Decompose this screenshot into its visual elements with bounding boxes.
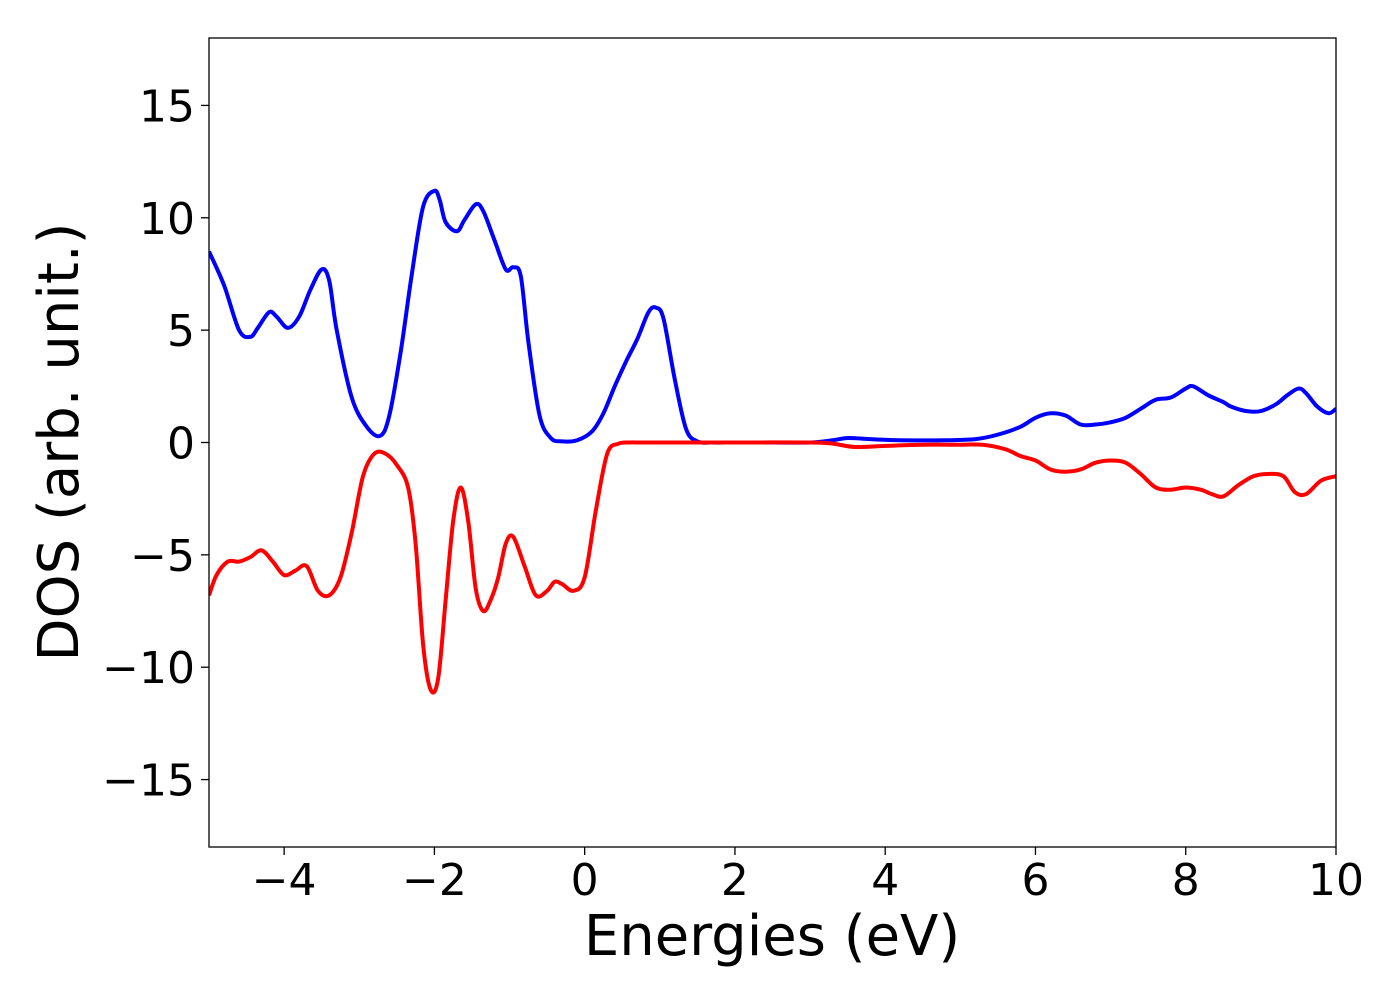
x-tick-label: 8 <box>1172 855 1200 906</box>
y-tick-label: 5 <box>167 306 195 357</box>
series-line-0 <box>209 188 1336 445</box>
x-axis: −4 −2 0 2 4 6 8 10 <box>252 847 1364 906</box>
x-tick-label: 6 <box>1021 855 1049 906</box>
x-axis-label: Energies (eV) <box>584 904 960 969</box>
y-tick-label: 15 <box>139 81 195 132</box>
x-tick-label: 0 <box>571 855 599 906</box>
x-tick-label: 4 <box>871 855 899 906</box>
y-tick-label: 10 <box>139 194 195 245</box>
y-axis-label: DOS (arb. unit.) <box>27 222 92 661</box>
x-tick-label: 10 <box>1308 855 1364 906</box>
y-tick-label: 0 <box>167 419 195 470</box>
x-tick-label: −2 <box>402 855 467 906</box>
x-tick-label: 2 <box>721 855 749 906</box>
y-tick-label: −10 <box>102 643 195 694</box>
series-line-1 <box>209 440 1336 695</box>
x-tick-label: −4 <box>252 855 317 906</box>
y-tick-label: −15 <box>102 756 195 807</box>
y-tick-label: −5 <box>130 531 195 582</box>
y-axis: 15 10 5 0 −5 −10 −15 <box>102 81 209 807</box>
